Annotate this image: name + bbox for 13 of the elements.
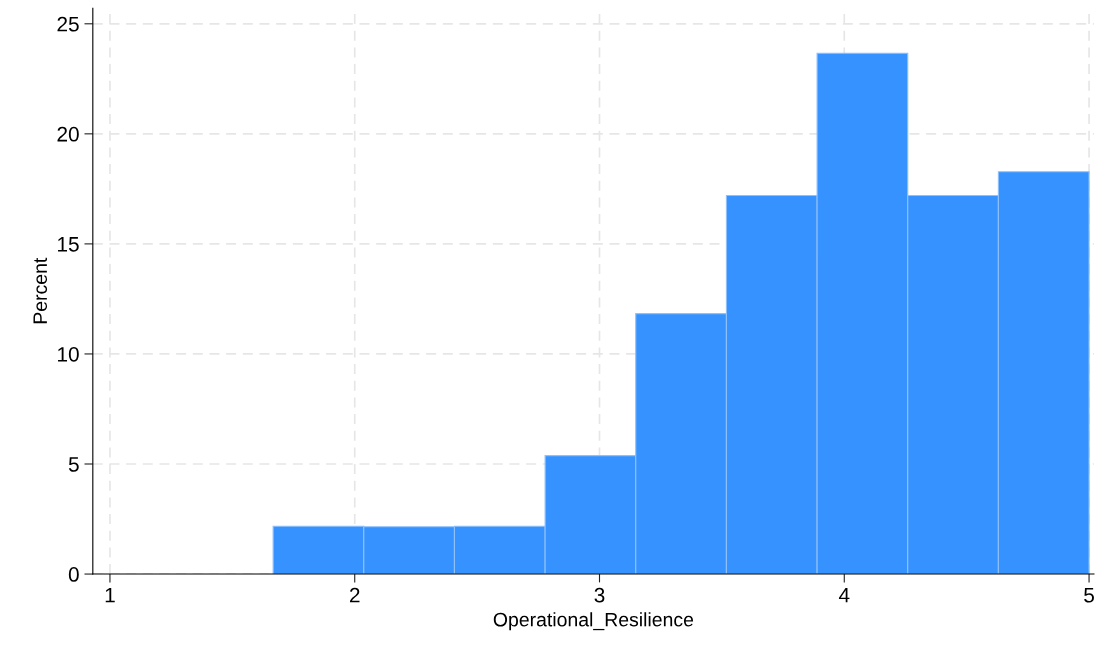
x-tick-label: 3 <box>594 587 605 603</box>
y-tick-label: 0 <box>68 567 79 582</box>
x-axis-title: Operational_Resilience <box>493 612 694 631</box>
y-tick-label: 25 <box>57 16 79 32</box>
x-tick-label: 4 <box>838 588 850 603</box>
y-tick-label: 5 <box>68 457 79 472</box>
x-tick-label: 5 <box>1084 588 1094 603</box>
x-tick-label: 2 <box>349 587 360 603</box>
y-tick-label: 15 <box>58 237 79 252</box>
y-tick-label: 20 <box>57 126 79 142</box>
y-axis-title: Percent <box>33 257 48 324</box>
y-tick-label: 10 <box>58 346 79 362</box>
x-tick-label: 1 <box>105 588 115 603</box>
